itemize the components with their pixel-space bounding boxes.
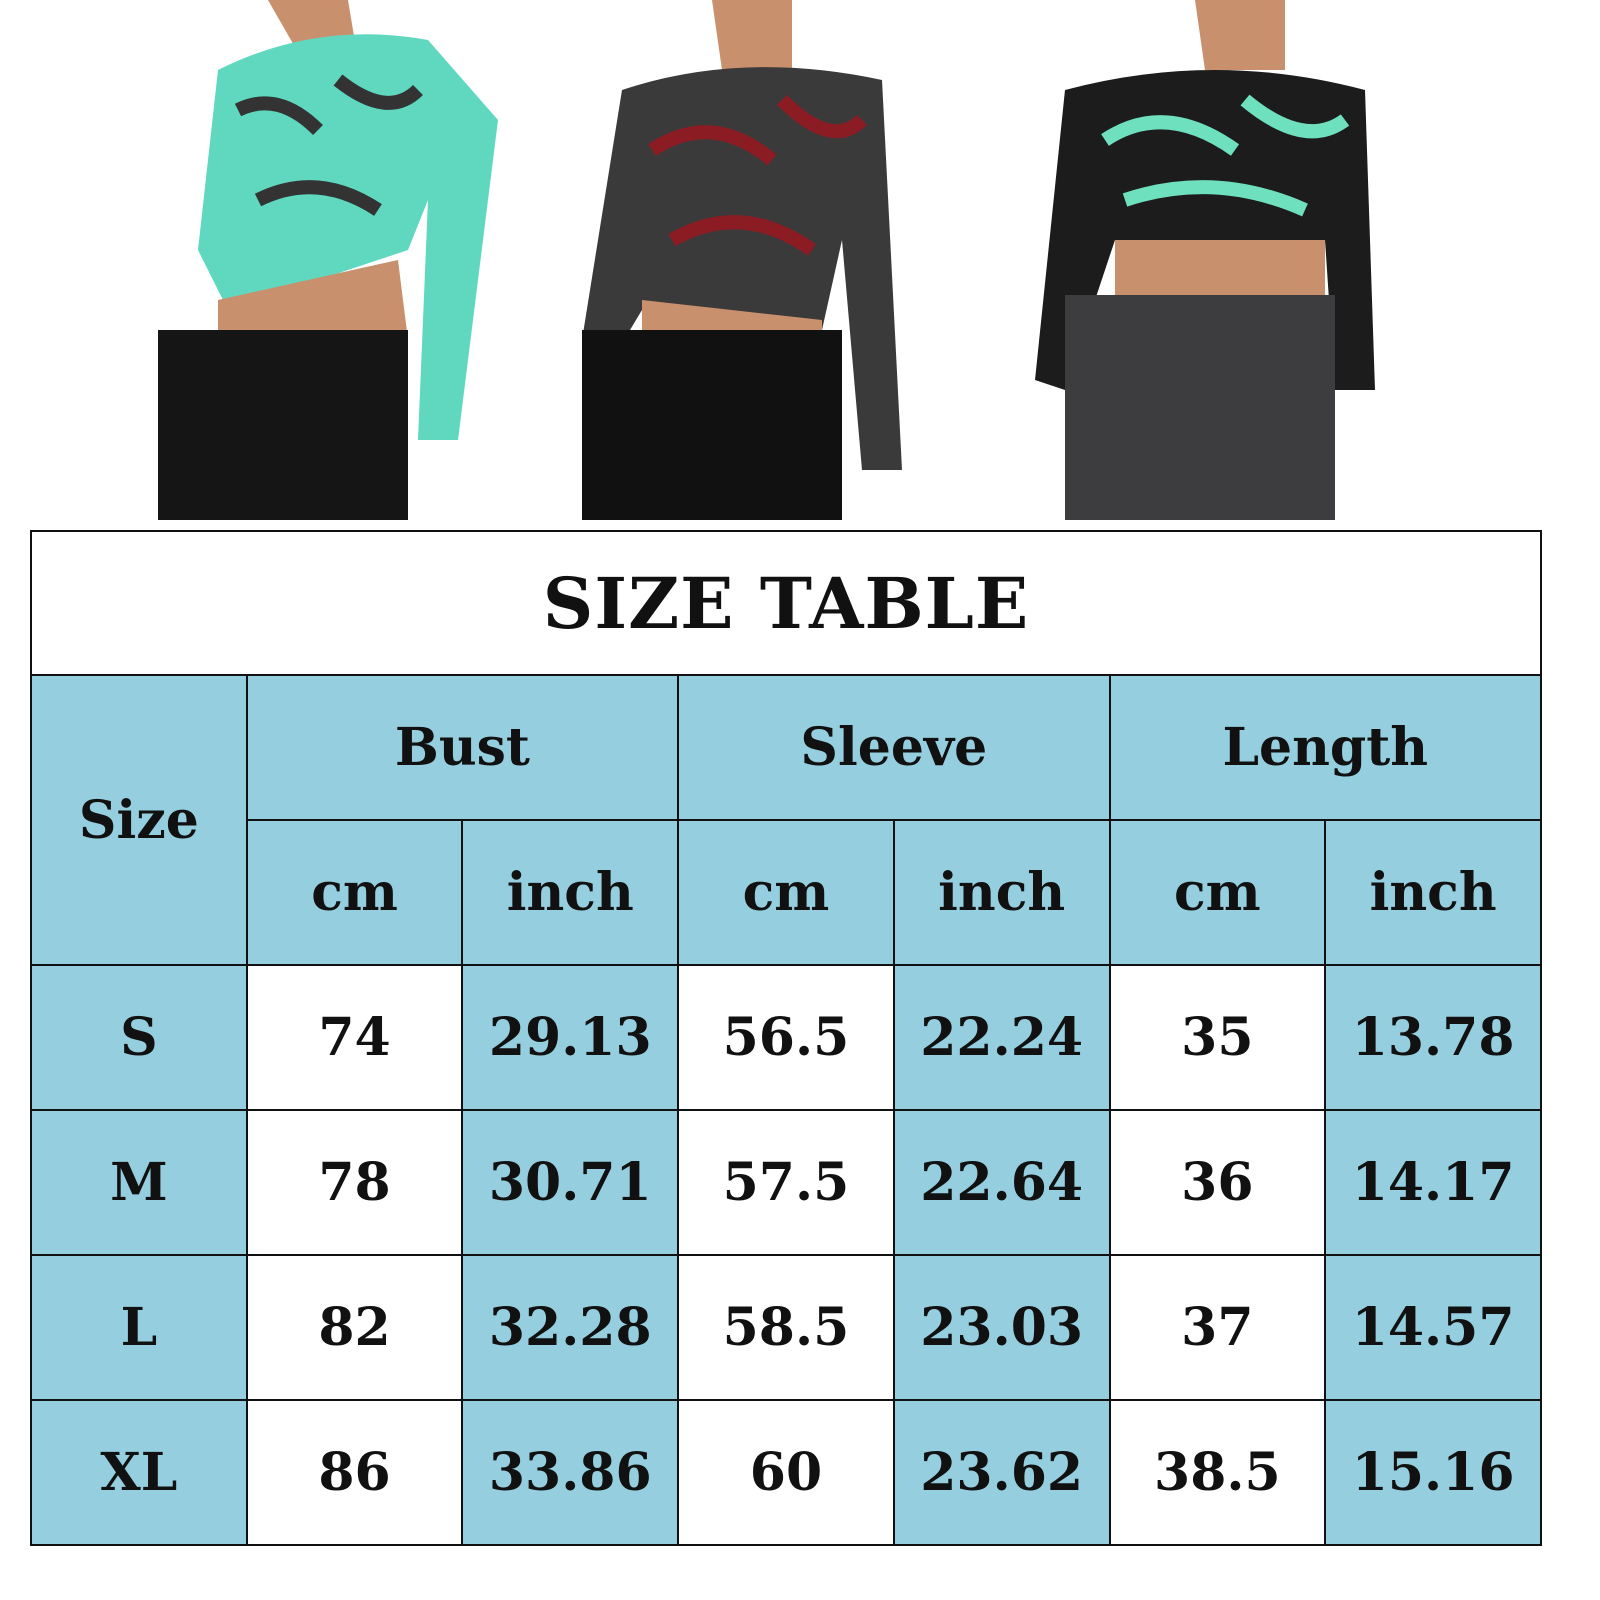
unit-header: inch <box>1324 819 1542 966</box>
value-cell: 82 <box>245 1254 464 1401</box>
value-cell: 60 <box>677 1399 895 1546</box>
size-header: Size <box>30 674 248 966</box>
group-header-bust: Bust <box>245 674 680 821</box>
value-cell: 23.03 <box>892 1254 1111 1401</box>
value-cell: 29.13 <box>461 964 680 1111</box>
table-title: SIZE TABLE <box>30 530 1542 676</box>
value-cell: 32.28 <box>461 1254 680 1401</box>
value-cell: 86 <box>245 1399 464 1546</box>
size-cell: M <box>30 1109 248 1256</box>
value-cell: 38.5 <box>1108 1399 1327 1546</box>
unit-header: inch <box>461 819 680 966</box>
table-row: S 74 29.13 56.5 22.24 35 13.78 <box>30 964 1542 1111</box>
size-table: SIZE TABLE Size Bust Sleeve Length cm in… <box>30 530 1543 1546</box>
unit-header: cm <box>1108 819 1327 966</box>
value-cell: 58.5 <box>677 1254 895 1401</box>
unit-header: inch <box>892 819 1111 966</box>
size-cell: L <box>30 1254 248 1401</box>
value-cell: 22.24 <box>892 964 1111 1111</box>
value-cell: 13.78 <box>1324 964 1542 1111</box>
unit-header: cm <box>245 819 464 966</box>
product-photo-green <box>158 0 503 520</box>
value-cell: 36 <box>1108 1109 1327 1256</box>
value-cell: 14.57 <box>1324 1254 1542 1401</box>
group-header-sleeve: Sleeve <box>677 674 1111 821</box>
value-cell: 23.62 <box>892 1399 1111 1546</box>
table-row: M 78 30.71 57.5 22.64 36 14.17 <box>30 1109 1542 1256</box>
value-cell: 15.16 <box>1324 1399 1542 1546</box>
value-cell: 74 <box>245 964 464 1111</box>
value-cell: 37 <box>1108 1254 1327 1401</box>
value-cell: 30.71 <box>461 1109 680 1256</box>
product-photo-red <box>582 0 912 520</box>
value-cell: 78 <box>245 1109 464 1256</box>
product-photo-black <box>1025 0 1375 520</box>
value-cell: 33.86 <box>461 1399 680 1546</box>
group-header-length: Length <box>1108 674 1543 821</box>
value-cell: 57.5 <box>677 1109 895 1256</box>
table-row: XL 86 33.86 60 23.62 38.5 15.16 <box>30 1399 1542 1546</box>
table-row: L 82 32.28 58.5 23.03 37 14.57 <box>30 1254 1542 1401</box>
value-cell: 56.5 <box>677 964 895 1111</box>
value-cell: 14.17 <box>1324 1109 1542 1256</box>
size-cell: S <box>30 964 248 1111</box>
value-cell: 22.64 <box>892 1109 1111 1256</box>
unit-header: cm <box>677 819 895 966</box>
size-cell: XL <box>30 1399 248 1546</box>
value-cell: 35 <box>1108 964 1327 1111</box>
